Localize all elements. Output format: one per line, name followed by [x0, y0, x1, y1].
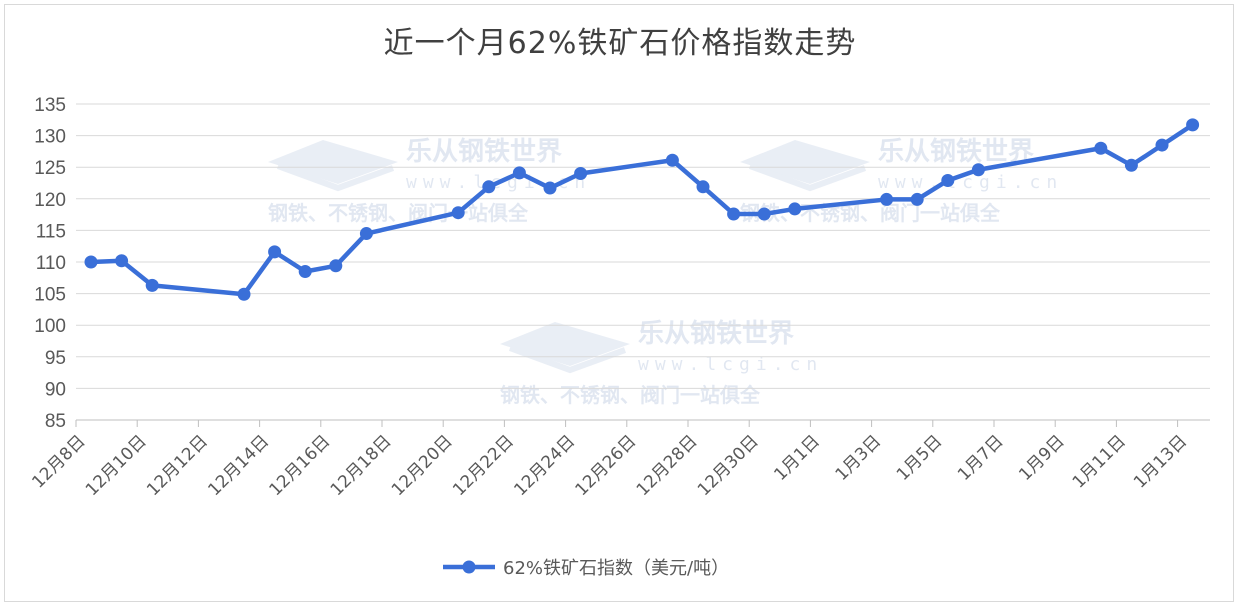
- x-tick-label: 12月12日: [143, 431, 212, 500]
- x-tick-label: 12月22日: [449, 431, 518, 500]
- data-point: [543, 181, 557, 195]
- watermark-logo-stroke: [276, 163, 395, 192]
- data-point: [574, 167, 588, 181]
- data-point: [727, 207, 741, 221]
- y-axis-ticks: 85 90 95 100 105 110 115 120 125 130 135: [34, 95, 66, 432]
- legend-marker: [462, 560, 476, 574]
- y-tick-label: 120: [34, 190, 66, 211]
- data-point: [298, 264, 312, 278]
- data-point: [910, 192, 924, 206]
- x-tick-label: 1月9日: [1015, 431, 1068, 484]
- chart-title: 近一个月62%铁矿石价格指数走势: [383, 26, 857, 61]
- x-axis-ticks: 12月8日12月10日12月12日12月14日12月16日12月18日12月20…: [28, 420, 1191, 500]
- y-tick-label: 105: [34, 285, 66, 306]
- y-tick-label: 115: [36, 221, 66, 242]
- x-tick-label: 12月18日: [327, 431, 396, 500]
- data-point: [451, 206, 465, 220]
- x-tick-label: 12月8日: [28, 431, 89, 492]
- legend-label: 62%铁矿石指数（美元/吨）: [503, 558, 729, 579]
- x-tick-label: 1月1日: [770, 431, 823, 484]
- watermark-logo: [740, 140, 870, 184]
- data-point: [237, 287, 251, 301]
- x-tick-label: 12月14日: [204, 431, 273, 500]
- x-tick-label: 12月28日: [633, 431, 702, 500]
- y-tick-label: 125: [34, 158, 66, 179]
- data-point: [1124, 158, 1138, 172]
- x-tick-label: 12月20日: [388, 431, 457, 500]
- x-tick-label: 12月10日: [82, 431, 151, 500]
- watermark-logo: [500, 322, 630, 366]
- data-point: [1186, 118, 1200, 132]
- data-point: [880, 192, 894, 206]
- watermark-url: www.lcgi.cn: [878, 172, 1063, 193]
- data-point: [1155, 138, 1169, 152]
- x-tick-label: 1月3日: [832, 431, 885, 484]
- y-tick-label: 130: [34, 127, 66, 148]
- data-point: [512, 166, 526, 180]
- y-tick-label: 135: [34, 95, 66, 116]
- data-point: [268, 245, 282, 259]
- data-point: [84, 255, 98, 269]
- watermark-logo-stroke: [748, 163, 867, 192]
- watermark: 乐从钢铁世界 www.lcgi.cn 钢铁、不锈钢、阀门一站俱全: [500, 318, 823, 407]
- data-point: [788, 202, 802, 216]
- x-tick-label: 12月30日: [694, 431, 763, 500]
- data-point: [971, 163, 985, 177]
- data-point: [1094, 141, 1108, 155]
- x-tick-label: 12月16日: [266, 431, 335, 500]
- data-point: [482, 180, 496, 194]
- watermark-slogan: 钢铁、不锈钢、阀门一站俱全: [268, 201, 529, 225]
- x-tick-label: 1月13日: [1130, 431, 1191, 492]
- data-point: [757, 207, 771, 221]
- x-tick-label: 12月26日: [572, 431, 641, 500]
- y-tick-label: 110: [36, 253, 66, 274]
- data-point: [115, 254, 129, 268]
- y-tick-label: 90: [45, 379, 66, 400]
- watermark-slogan: 钢铁、不锈钢、阀门一站俱全: [500, 383, 761, 407]
- watermark-brand: 乐从钢铁世界: [406, 136, 562, 167]
- x-tick-label: 12月24日: [510, 431, 579, 500]
- data-point: [145, 278, 159, 292]
- y-tick-label: 95: [45, 348, 66, 369]
- watermark-url: www.lcgi.cn: [638, 354, 823, 375]
- data-point: [359, 227, 373, 241]
- x-tick-label: 1月5日: [893, 431, 946, 484]
- data-point: [329, 259, 343, 273]
- data-point: [665, 153, 679, 167]
- watermark-brand: 乐从钢铁世界: [878, 136, 1034, 167]
- y-tick-label: 85: [45, 411, 66, 432]
- legend: 62%铁矿石指数（美元/吨）: [443, 558, 729, 579]
- watermark-logo: [268, 140, 398, 184]
- y-tick-label: 100: [34, 316, 66, 337]
- x-tick-label: 1月11日: [1069, 431, 1130, 492]
- series-layer: [84, 118, 1200, 301]
- data-point: [696, 180, 710, 194]
- x-tick-label: 1月7日: [954, 431, 1007, 484]
- data-point: [941, 173, 955, 187]
- watermark-brand: 乐从钢铁世界: [638, 318, 794, 349]
